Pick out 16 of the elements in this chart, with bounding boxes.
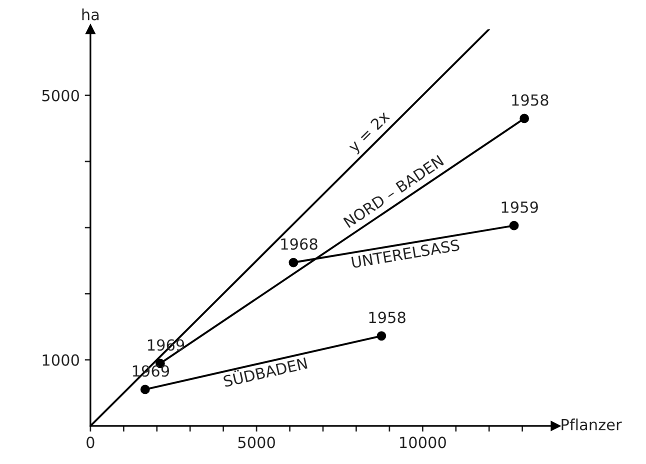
point	[376, 331, 386, 341]
annotation: 1968	[281, 238, 318, 250]
x-tick-label: 5000	[238, 436, 275, 448]
x-tick-label: 10000	[400, 436, 446, 448]
point	[520, 114, 530, 124]
x-axis-title: Pflanzer	[562, 418, 622, 430]
y-axis-title: ha	[82, 8, 99, 20]
point	[509, 220, 519, 230]
annotation: 1959	[502, 201, 538, 213]
annotation: 1958	[512, 94, 548, 106]
x-tick-label: 0	[86, 436, 94, 448]
point	[288, 258, 298, 268]
y-tick-label: 1000	[42, 354, 80, 366]
point	[140, 384, 150, 394]
annotation: 1958	[369, 312, 406, 324]
text: y = 2x	[347, 110, 392, 156]
